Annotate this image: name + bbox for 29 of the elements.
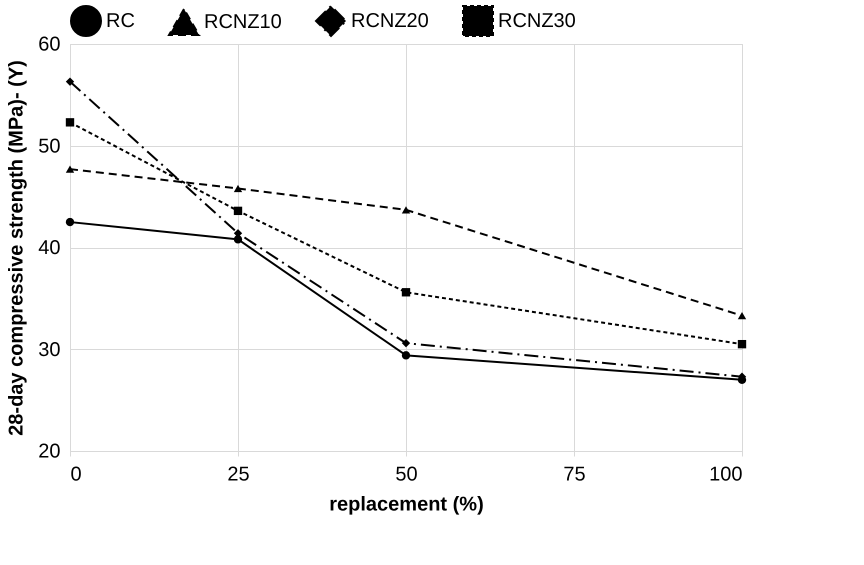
x-tick-label: 25 (227, 464, 250, 486)
y-tick-label: 50 (38, 135, 60, 158)
legend-label: RC (106, 10, 135, 32)
point (66, 218, 74, 226)
point (738, 340, 746, 348)
point (402, 206, 410, 214)
x-axis-title: replacement (%) (329, 494, 484, 516)
point (234, 184, 242, 192)
y-tick-label: 30 (38, 338, 60, 361)
point (402, 351, 410, 360)
legend-label: RCNZ20 (351, 10, 429, 32)
point (234, 235, 242, 244)
y-tick-label: 60 (38, 34, 60, 56)
x-tick-label: 75 (563, 464, 586, 486)
point (738, 312, 746, 320)
y-tick-label: 40 (38, 237, 60, 259)
x-tick-label: 50 (395, 464, 418, 486)
y-tick-label: 20 (38, 440, 60, 462)
point (66, 77, 74, 86)
legend-label: RCNZ30 (498, 10, 576, 32)
y-axis-title: 28-day compressive strength (MPa)- (Y) (5, 60, 28, 436)
point (402, 288, 410, 296)
point (402, 338, 410, 348)
point (66, 118, 74, 127)
legend-label: RCNZ10 (204, 11, 282, 34)
point (66, 166, 74, 173)
point (234, 206, 242, 216)
x-tick-label: 100 (709, 464, 742, 486)
x-tick-label: 0 (70, 464, 82, 486)
